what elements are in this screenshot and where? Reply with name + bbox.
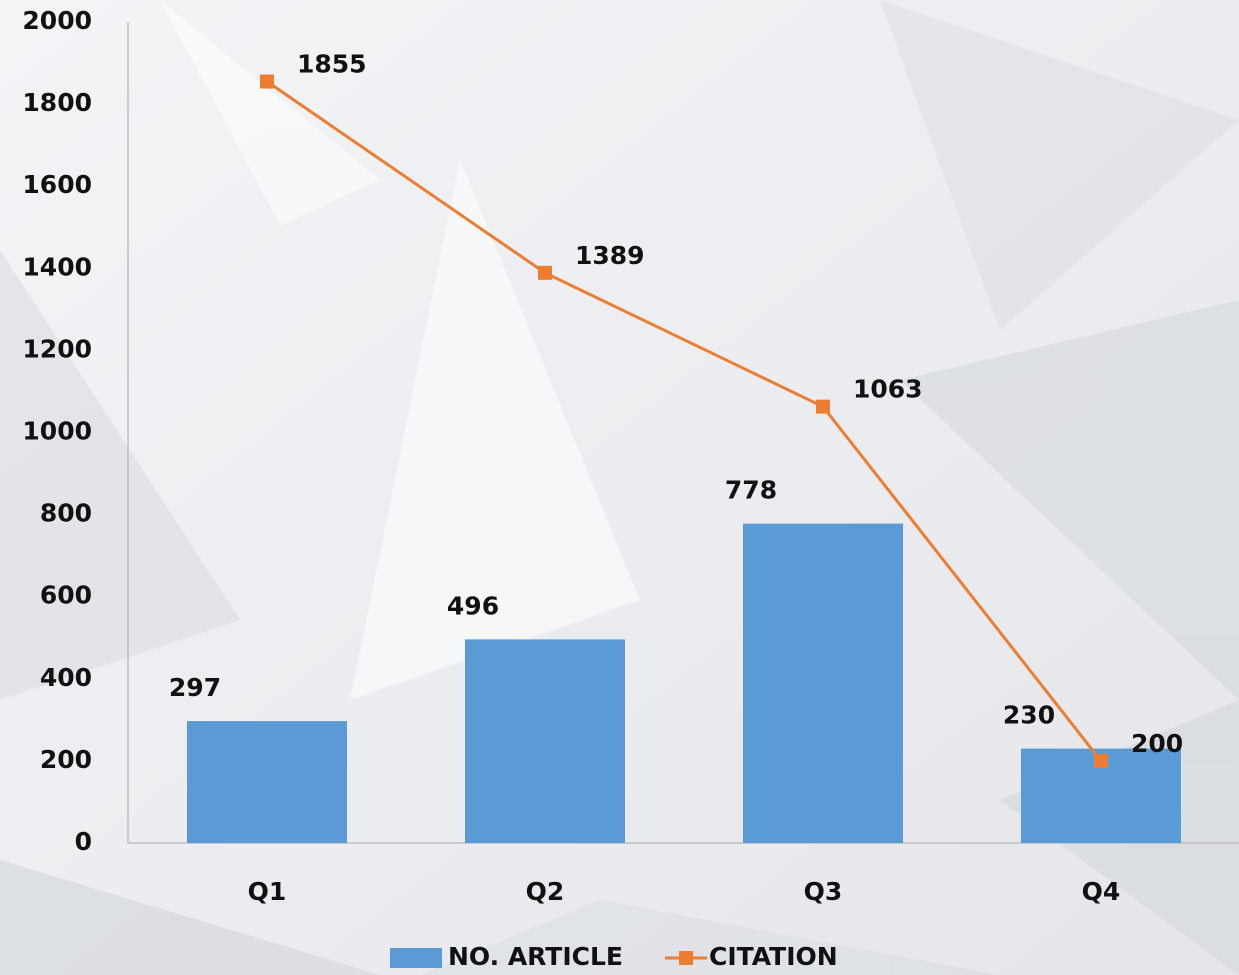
y-tick-label: 800 xyxy=(40,499,92,528)
legend-label: CITATION xyxy=(709,942,838,971)
line-marker xyxy=(1094,753,1108,768)
y-tick-label: 1200 xyxy=(22,334,92,363)
legend-label: NO. ARTICLE xyxy=(448,942,623,971)
line-value-label: 1063 xyxy=(853,375,923,404)
y-tick-label: 0 xyxy=(75,827,92,856)
bar-value-label: 778 xyxy=(725,476,777,505)
y-tick-label: 1000 xyxy=(22,417,92,446)
bar xyxy=(743,523,903,843)
bar-value-label: 297 xyxy=(169,673,221,702)
bar-value-label: 230 xyxy=(1003,701,1055,730)
y-tick-label: 200 xyxy=(40,745,92,774)
x-tick-label: Q4 xyxy=(1082,877,1121,906)
x-tick-label: Q1 xyxy=(248,877,287,906)
line-marker xyxy=(816,399,830,414)
bar-value-label: 496 xyxy=(447,591,499,620)
y-tick-label: 600 xyxy=(40,581,92,610)
bar xyxy=(187,721,347,843)
line-value-label: 200 xyxy=(1131,729,1183,758)
x-tick-label: Q2 xyxy=(526,877,565,906)
line-marker xyxy=(538,265,552,280)
y-tick-label: 1600 xyxy=(22,170,92,199)
legend-swatch xyxy=(390,948,442,968)
line-value-label: 1855 xyxy=(297,50,367,79)
y-tick-label: 1800 xyxy=(22,88,92,117)
bar xyxy=(465,639,625,843)
y-tick-label: 400 xyxy=(40,663,92,692)
line-marker xyxy=(260,74,274,89)
legend-swatch-marker xyxy=(679,951,694,965)
line-value-label: 1389 xyxy=(575,241,645,270)
line xyxy=(266,80,1103,762)
y-tick-label: 1400 xyxy=(22,252,92,281)
x-tick-label: Q3 xyxy=(804,877,843,906)
y-tick-label: 2000 xyxy=(22,6,92,35)
